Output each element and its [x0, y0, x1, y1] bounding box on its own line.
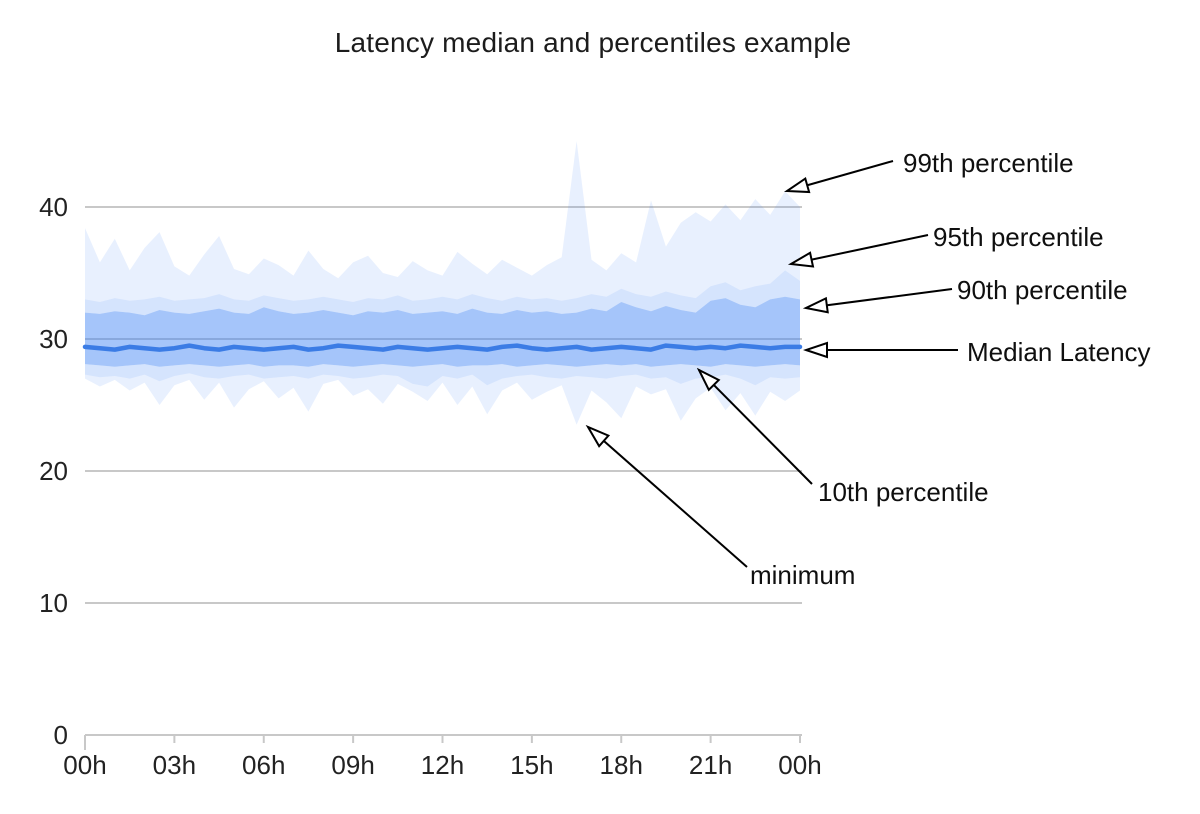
x-tick-label: 09h: [331, 750, 374, 780]
y-tick-label: 10: [39, 588, 68, 618]
y-tick-label: 30: [39, 324, 68, 354]
annotation-10th-percentile: 10th percentile: [818, 477, 989, 507]
band-layer: [82, 141, 803, 425]
arrow-minimum: [588, 427, 748, 568]
band-95th-to-99th: [85, 141, 800, 302]
annotation-median-latency: Median Latency: [967, 337, 1151, 367]
chart-title: Latency median and percentiles example: [334, 27, 852, 58]
y-tick-label: 0: [54, 720, 68, 750]
band-minimum-to-5th: [85, 373, 800, 425]
annotation-90th-percentile: 90th percentile: [957, 275, 1128, 305]
annotation-arrows: [588, 160, 958, 568]
arrow-90th-percentile: [806, 288, 953, 308]
x-tick-label: 03h: [153, 750, 196, 780]
annotation-95th-percentile: 95th percentile: [933, 222, 1104, 252]
arrow-95th-percentile: [791, 234, 929, 264]
median-latency-line: [82, 343, 803, 352]
x-tick-label: 18h: [600, 750, 643, 780]
y-tick-label: 40: [39, 192, 68, 222]
grid-layer: [85, 206, 802, 604]
annotation-minimum: minimum: [750, 560, 856, 590]
annotation-99th-percentile: 99th percentile: [903, 148, 1074, 178]
tick-label-layer: 0 10 20 30 40 00h 03h 06h 09h 12h 15h 18h 21h 00h: [39, 192, 822, 780]
x-tick-label: 06h: [242, 750, 285, 780]
x-tick-label: 00h: [63, 750, 106, 780]
axis-layer: [84, 734, 802, 750]
arrow-99th-percentile: [787, 160, 894, 191]
band-90th-to-95th: [85, 270, 800, 316]
x-tick-label: 15h: [510, 750, 553, 780]
arrow-10th-percentile: [699, 370, 813, 485]
x-tick-label: 12h: [421, 750, 464, 780]
x-tick-label: 00h: [778, 750, 821, 780]
band-5th-to-10th: [85, 364, 800, 387]
y-tick-label: 20: [39, 456, 68, 486]
x-tick-label: 21h: [689, 750, 732, 780]
